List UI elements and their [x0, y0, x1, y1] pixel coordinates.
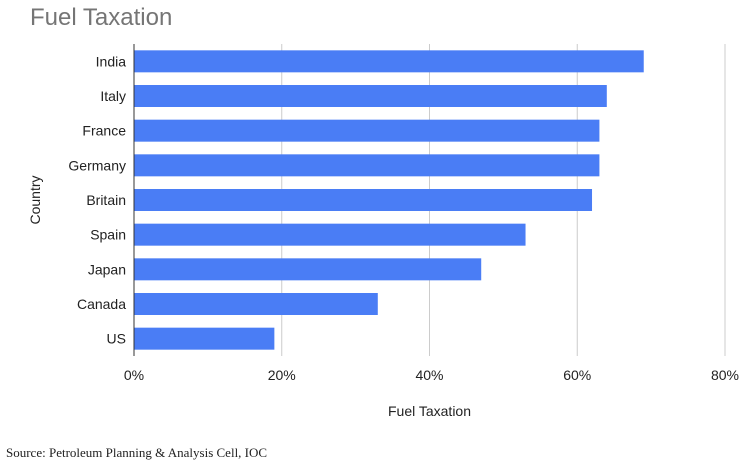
bar-canada — [134, 293, 378, 315]
category-label-spain: Spain — [90, 227, 126, 243]
source-note: Source: Petroleum Planning & Analysis Ce… — [6, 445, 268, 460]
bar-india — [134, 50, 644, 73]
category-labels: India Italy France Germany Britain Spain Japan… — [68, 53, 126, 346]
bars — [134, 50, 644, 350]
category-label-germany: Germany — [68, 157, 126, 173]
category-label-france: France — [82, 123, 126, 139]
bar-italy — [134, 85, 607, 107]
y-axis-title: Country — [27, 175, 43, 224]
category-label-india: India — [96, 53, 127, 69]
x-tick-label-2: 40% — [415, 367, 443, 383]
x-axis-title: Fuel Taxation — [388, 403, 471, 419]
bar-germany — [134, 154, 600, 177]
bar-japan — [134, 258, 482, 281]
x-tick-labels: 0% 20% 40% 60% 80% — [124, 367, 739, 383]
bar-us — [134, 327, 275, 350]
chart-title: Fuel Taxation — [30, 4, 173, 31]
category-label-britain: Britain — [86, 192, 126, 208]
bar-france — [134, 119, 600, 142]
x-tick-label-3: 60% — [563, 367, 591, 383]
bar-chart: India Italy France Germany Britain Spain Japan… — [27, 44, 739, 419]
x-tick-label-0: 0% — [124, 367, 144, 383]
bar-spain — [134, 223, 526, 246]
category-label-canada: Canada — [77, 296, 126, 312]
category-label-italy: Italy — [100, 88, 126, 104]
bar-britain — [134, 189, 593, 211]
x-tick-label-4: 80% — [711, 367, 739, 383]
x-tick-label-1: 20% — [268, 367, 296, 383]
category-label-japan: Japan — [88, 261, 126, 277]
category-label-us: US — [107, 331, 126, 347]
